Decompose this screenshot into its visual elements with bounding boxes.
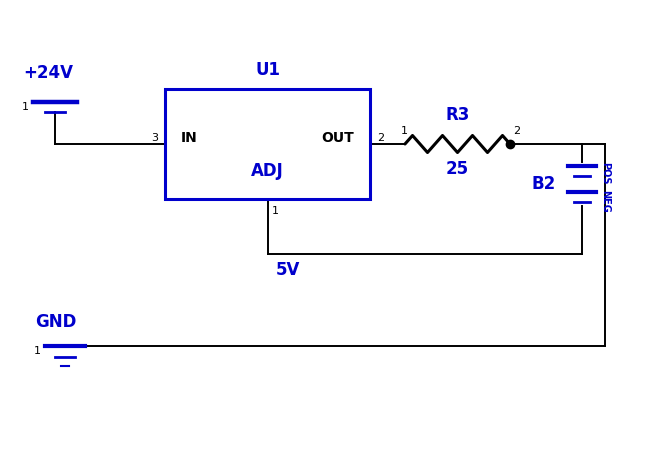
Text: 5V: 5V (275, 261, 300, 279)
Text: 1: 1 (22, 102, 29, 112)
Text: R3: R3 (446, 106, 470, 124)
Text: 1: 1 (34, 346, 41, 356)
Text: U1: U1 (255, 61, 280, 79)
Text: 1: 1 (271, 206, 279, 216)
Text: OUT: OUT (321, 131, 354, 145)
Text: 2: 2 (377, 133, 384, 143)
Text: 3: 3 (151, 133, 158, 143)
Text: 2: 2 (514, 126, 520, 136)
Text: B2: B2 (532, 175, 556, 193)
Text: +24V: +24V (23, 64, 73, 82)
Text: POS: POS (600, 162, 610, 184)
Text: IN: IN (181, 131, 198, 145)
Text: ADJ: ADJ (251, 162, 284, 180)
Bar (165, 89, 370, 199)
Text: 25: 25 (446, 160, 469, 178)
Text: 1: 1 (401, 126, 407, 136)
Text: GND: GND (35, 313, 76, 331)
Text: NEG: NEG (600, 190, 610, 213)
